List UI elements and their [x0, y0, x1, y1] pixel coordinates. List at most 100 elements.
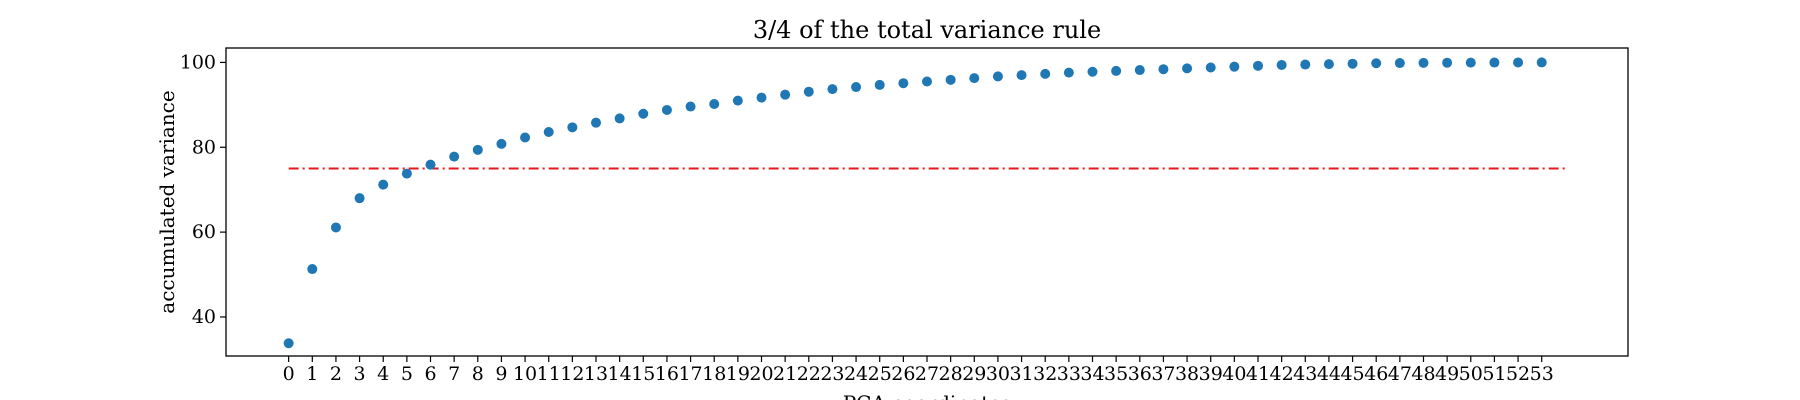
- x-tick-label: 27: [915, 363, 939, 385]
- x-tick-label: 0: [283, 363, 295, 385]
- data-point: [661, 104, 672, 115]
- x-tick-label: 51: [1482, 363, 1506, 385]
- x-tick-label: 28: [939, 363, 963, 385]
- data-point: [1300, 59, 1311, 70]
- data-point: [472, 144, 483, 155]
- data-points: [283, 57, 1547, 349]
- data-point: [449, 151, 460, 162]
- x-tick-label: 34: [1080, 363, 1104, 385]
- data-point: [1513, 57, 1524, 68]
- x-tick-label: 42: [1270, 363, 1294, 385]
- y-tick-label: 60: [192, 221, 216, 243]
- x-tick-label: 18: [702, 363, 726, 385]
- x-tick-label: 24: [844, 363, 868, 385]
- data-point: [1323, 59, 1334, 70]
- x-tick-label: 40: [1222, 363, 1246, 385]
- x-tick-label: 53: [1530, 363, 1554, 385]
- data-point: [756, 92, 767, 103]
- data-point: [520, 132, 531, 143]
- x-tick-label: 50: [1459, 363, 1483, 385]
- data-point: [1229, 61, 1240, 72]
- data-point: [1347, 58, 1358, 69]
- data-point: [638, 108, 649, 119]
- x-tick-label: 12: [560, 363, 584, 385]
- x-tick-label: 1: [306, 363, 318, 385]
- data-point: [1252, 60, 1263, 71]
- x-tick-label: 44: [1317, 363, 1341, 385]
- x-tick-label: 38: [1175, 363, 1199, 385]
- y-tick-label: 80: [192, 136, 216, 158]
- x-tick-label: 47: [1388, 363, 1412, 385]
- data-point: [1465, 57, 1476, 68]
- x-tick-label: 14: [608, 363, 632, 385]
- data-point: [591, 117, 602, 128]
- x-tick-label: 16: [655, 363, 679, 385]
- x-tick-label: 26: [891, 363, 915, 385]
- x-tick-label: 15: [631, 363, 655, 385]
- x-tick-label: 36: [1128, 363, 1152, 385]
- x-tick-label: 21: [773, 363, 797, 385]
- data-point: [1394, 58, 1405, 69]
- x-tick-label: 23: [820, 363, 844, 385]
- x-axis-label: PCA coordinates: [843, 391, 1012, 400]
- y-axis: 40 60 80 100: [180, 51, 226, 328]
- x-tick-label: 5: [401, 363, 413, 385]
- data-point: [709, 99, 720, 109]
- data-point: [732, 95, 743, 106]
- x-tick-label: 11: [537, 363, 561, 385]
- x-tick-label: 25: [868, 363, 892, 385]
- x-tick-label: 49: [1435, 363, 1459, 385]
- x-tick-label: 29: [962, 363, 986, 385]
- x-tick-label: 31: [1009, 363, 1033, 385]
- data-point: [969, 73, 980, 84]
- data-point: [851, 82, 862, 93]
- x-tick-label: 10: [513, 363, 537, 385]
- data-point: [1536, 57, 1547, 68]
- x-tick-label: 2: [330, 363, 342, 385]
- x-tick-label: 52: [1506, 363, 1530, 385]
- data-point: [922, 76, 932, 87]
- data-point: [1111, 65, 1122, 76]
- data-point: [898, 78, 909, 89]
- chart-title: 3/4 of the total variance rule: [753, 16, 1101, 44]
- x-tick-label: 22: [797, 363, 821, 385]
- data-point: [1063, 67, 1074, 78]
- x-tick-label: 20: [749, 363, 773, 385]
- data-point: [874, 79, 885, 90]
- x-tick-label: 8: [472, 363, 484, 385]
- data-point: [1182, 63, 1193, 74]
- data-point: [1442, 57, 1453, 68]
- data-point: [1489, 57, 1500, 68]
- data-point: [425, 159, 436, 170]
- x-tick-label: 19: [726, 363, 750, 385]
- x-tick-label: 9: [495, 363, 507, 385]
- data-point: [1276, 59, 1287, 70]
- data-point: [401, 168, 412, 179]
- data-point: [614, 113, 625, 124]
- data-point: [1371, 58, 1382, 69]
- data-point: [1158, 64, 1169, 75]
- x-tick-label: 3: [354, 363, 366, 385]
- x-tick-label: 13: [584, 363, 608, 385]
- data-point: [992, 71, 1003, 82]
- x-tick-label: 43: [1293, 363, 1317, 385]
- y-tick-label: 40: [192, 306, 216, 328]
- x-tick-label: 17: [678, 363, 702, 385]
- data-point: [307, 264, 318, 275]
- x-axis: 0 1 2 3 4 5 6 7 8 9 10 11 12 13 14 15 16 17 18 19 20 21 22 23 24…: [283, 356, 1554, 385]
- x-tick-label: 48: [1411, 363, 1435, 385]
- x-tick-label: 37: [1151, 363, 1175, 385]
- x-tick-label: 32: [1033, 363, 1057, 385]
- data-point: [780, 89, 791, 100]
- x-tick-label: 41: [1246, 363, 1270, 385]
- data-point: [945, 74, 956, 85]
- data-point: [1205, 62, 1216, 73]
- data-point: [1016, 70, 1027, 81]
- y-tick-label: 100: [180, 51, 216, 73]
- data-point: [685, 101, 696, 112]
- data-point: [330, 222, 341, 233]
- x-tick-label: 4: [377, 363, 389, 385]
- x-tick-label: 30: [986, 363, 1010, 385]
- x-tick-label: 33: [1057, 363, 1081, 385]
